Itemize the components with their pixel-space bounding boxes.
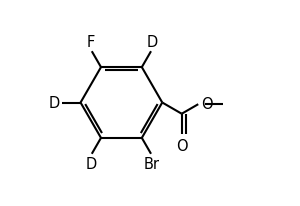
Text: D: D [49, 96, 60, 110]
Text: O: O [201, 96, 212, 111]
Text: O: O [176, 138, 188, 153]
Text: D: D [146, 35, 158, 49]
Text: F: F [87, 35, 95, 49]
Text: D: D [85, 157, 96, 171]
Text: Br: Br [144, 157, 160, 171]
